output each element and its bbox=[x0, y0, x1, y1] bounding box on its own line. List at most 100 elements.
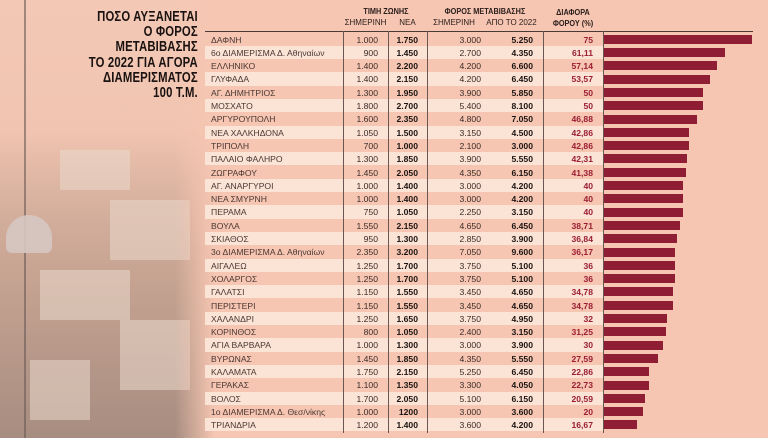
zone-new: 2.200 bbox=[396, 61, 418, 72]
bar bbox=[604, 393, 645, 403]
zone-new: 1.500 bbox=[396, 127, 418, 138]
zone-new: 1.400 bbox=[396, 420, 418, 431]
table-row: ΓΛΥΦΑΔΑ 1.400 2.150 4.200 6.450 53,57 bbox=[205, 72, 603, 86]
zone-today: 2.350 bbox=[356, 247, 378, 258]
area-name: ΠΕΡΑΜΑ bbox=[211, 207, 247, 218]
table-row: ΓΕΡΑΚΑΣ 1.100 1.350 3.300 4.050 22,73 bbox=[205, 378, 603, 391]
tax-today: 3.450 bbox=[459, 300, 481, 311]
title-line: ΜΕΤΑΒΙΒΑΣΗΣ bbox=[115, 39, 198, 56]
table-row: ΠΑΛΑΙΟ ΦΑΛΗΡΟ 1.300 1.850 3.900 5.550 42,31 bbox=[205, 152, 603, 166]
table-row: ΑΓ. ΔΗΜΗΤΡΙΟΣ 1.300 1.950 3.900 5.850 50 bbox=[205, 86, 603, 99]
area-name: ΧΑΛΑΝΔΡΙ bbox=[211, 313, 255, 324]
zone-new: 1200 bbox=[398, 406, 418, 417]
tax-today: 7.050 bbox=[459, 247, 481, 258]
zone-new: 1.550 bbox=[396, 287, 418, 298]
header-tax-2022: ΑΠΟ ΤΟ 2022 bbox=[486, 18, 537, 27]
zone-new: 2.150 bbox=[396, 74, 418, 85]
zone-new: 1.700 bbox=[396, 260, 418, 271]
diff-label: 42,31 bbox=[571, 154, 593, 165]
bar bbox=[604, 287, 673, 297]
zone-today: 950 bbox=[363, 234, 378, 244]
area-name: ΑΓΙΑ ΒΑΡΒΑΡΑ bbox=[211, 340, 271, 351]
area-name: ΕΛΛΗΝΙΚΟ bbox=[211, 61, 256, 72]
area-name: ΑΓ. ΑΝΑΡΓΥΡΟΙ bbox=[211, 180, 274, 191]
header-tax: ΦΟΡΟΣ ΜΕΤΑΒΙΒΑΣΗΣ bbox=[444, 6, 526, 16]
zone-today: 700 bbox=[363, 140, 378, 151]
bar bbox=[604, 274, 676, 284]
zone-new: 1.550 bbox=[396, 300, 418, 311]
area-name: ΜΟΣΧΑΤΟ bbox=[211, 101, 253, 111]
table-row: ΖΩΓΡΑΦΟΥ 1.450 2.050 4.350 6.150 41,38 bbox=[205, 166, 603, 179]
tax-today: 3.000 bbox=[459, 406, 481, 417]
zone-today: 1.000 bbox=[356, 194, 378, 205]
table-row: ΤΡΙΑΝΔΡΙΑ 1.200 1.400 3.600 4.200 16,67 bbox=[205, 418, 603, 432]
tax-2022: 3.900 bbox=[511, 234, 533, 244]
bar bbox=[604, 48, 725, 57]
area-name: ΓΕΡΑΚΑΣ bbox=[211, 380, 250, 391]
table-row: ΑΓΙΑ ΒΑΡΒΑΡΑ 1.000 1.300 3.000 3.900 30 bbox=[205, 338, 603, 352]
tax-2022: 5.100 bbox=[511, 260, 533, 271]
tax-2022: 7.050 bbox=[511, 114, 533, 125]
tax-today: 3.450 bbox=[459, 287, 481, 298]
zone-today: 1.200 bbox=[356, 420, 378, 431]
diff-label: 31,25 bbox=[571, 327, 593, 338]
zone-today: 1.300 bbox=[356, 154, 378, 165]
tax-2022: 4.050 bbox=[511, 380, 533, 391]
tax-2022: 3.150 bbox=[511, 327, 533, 338]
area-name: ΤΡΙΑΝΔΡΙΑ bbox=[211, 420, 256, 431]
zone-today: 1.400 bbox=[356, 74, 378, 85]
tax-2022: 6.450 bbox=[511, 74, 533, 85]
diff-label: 16,67 bbox=[571, 420, 593, 431]
tax-today: 3.000 bbox=[459, 34, 481, 45]
tax-2022: 3.900 bbox=[511, 340, 533, 351]
bar bbox=[604, 167, 686, 177]
tax-today: 2.250 bbox=[459, 207, 481, 218]
area-name: ΑΓ. ΔΗΜΗΤΡΙΟΣ bbox=[211, 87, 276, 98]
tax-2022: 5.250 bbox=[511, 34, 533, 45]
title-line: ΤΟ 2022 ΓΙΑ ΑΓΟΡΑ bbox=[88, 54, 198, 71]
street-lamp bbox=[6, 215, 52, 253]
zone-today: 1.700 bbox=[356, 393, 378, 404]
tax-2022: 8.100 bbox=[511, 101, 533, 111]
zone-today: 800 bbox=[363, 327, 378, 338]
table-row: 3ο ΔΙΑΜΕΡΙΣΜΑ Δ. Αθηναίων 2.350 3.200 7.050… bbox=[205, 245, 603, 258]
header-diff: ΔΙΑΦΟΡΑ bbox=[556, 7, 590, 17]
table-row: ΧΑΛΑΝΔΡΙ 1.250 1.650 3.750 4.950 32 bbox=[205, 311, 603, 326]
zone-new: 1.700 bbox=[396, 273, 418, 284]
header-rule bbox=[205, 31, 753, 32]
zone-new: 1.050 bbox=[396, 327, 418, 338]
bar bbox=[604, 327, 666, 337]
header-zone-new: ΝΕΑ bbox=[399, 18, 416, 27]
zone-today: 1.300 bbox=[356, 87, 378, 98]
table-row: ΠΕΡΑΜΑ 750 1.050 2.250 3.150 40 bbox=[205, 205, 603, 219]
diff-label: 22,73 bbox=[571, 380, 593, 391]
zone-today: 1.400 bbox=[356, 61, 378, 72]
zone-today: 1.050 bbox=[356, 127, 378, 138]
area-name: ΧΟΛΑΡΓΟΣ bbox=[211, 273, 258, 284]
bar bbox=[604, 420, 637, 430]
column-divider bbox=[388, 31, 389, 433]
area-name: ΒΥΡΩΝΑΣ bbox=[211, 353, 252, 364]
diff-label: 20 bbox=[583, 406, 593, 417]
tax-today: 3.900 bbox=[459, 87, 481, 98]
tax-today: 5.100 bbox=[459, 393, 481, 404]
tax-today: 3.750 bbox=[459, 313, 481, 324]
tax-today: 5.400 bbox=[459, 101, 481, 111]
bar bbox=[604, 314, 668, 323]
area-name: ΣΚΙΑΘΟΣ bbox=[211, 234, 249, 244]
tax-2022: 3.150 bbox=[511, 207, 533, 218]
area-name: 3ο ΔΙΑΜΕΡΙΣΜΑ Δ. Αθηναίων bbox=[211, 247, 325, 258]
zone-new: 1.300 bbox=[396, 340, 418, 351]
zone-today: 1.450 bbox=[356, 167, 378, 178]
table-row: ΓΑΛΑΤΣΙ 1.150 1.550 3.450 4.650 34,78 bbox=[205, 285, 603, 299]
diff-label: 36 bbox=[583, 273, 593, 284]
table-row: ΑΙΓΑΛΕΩ 1.250 1.700 3.750 5.100 36 bbox=[205, 258, 603, 272]
area-name: ΑΡΓΥΡΟΥΠΟΛΗ bbox=[211, 114, 276, 125]
area-name: ΓΛΥΦΑΔΑ bbox=[211, 74, 250, 85]
zone-new: 1.000 bbox=[396, 140, 418, 151]
bar bbox=[604, 234, 677, 244]
tax-today: 3.150 bbox=[459, 127, 481, 138]
zone-today: 1.250 bbox=[356, 273, 378, 284]
bar-axis bbox=[603, 31, 604, 433]
tax-2022: 9.600 bbox=[511, 247, 533, 258]
